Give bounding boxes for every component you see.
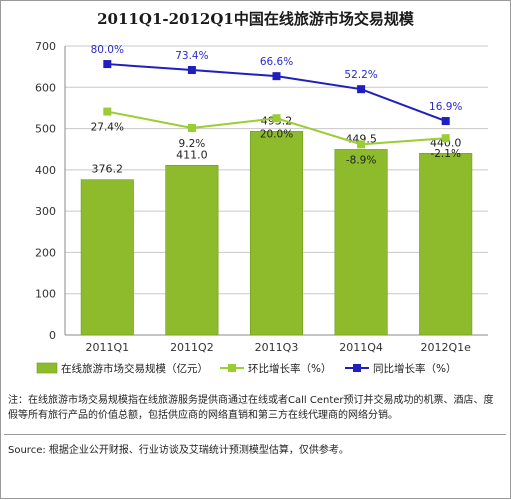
- y-tick-label: 300: [35, 205, 56, 218]
- qoq-marker: [441, 134, 450, 143]
- x-tick-label: 2011Q4: [339, 341, 383, 354]
- qoq-label: 9.2%: [179, 138, 206, 150]
- y-tick-label: 0: [49, 329, 56, 342]
- yoy-label: 66.6%: [260, 56, 293, 68]
- source-note: Source: 根据企业公开财报、行业访谈及艾瑞统计预测模型估算，仅供参考。: [8, 445, 349, 456]
- y-tick-label: 100: [35, 288, 56, 301]
- legend-label: 在线旅游市场交易规模（亿元）: [61, 362, 208, 375]
- y-tick-label: 500: [35, 123, 56, 136]
- qoq-marker: [187, 124, 196, 133]
- x-tick-label: 2011Q3: [255, 341, 299, 354]
- bar-value-label: 376.2: [92, 163, 124, 176]
- qoq-label: -8.9%: [346, 154, 376, 166]
- x-tick-label: 2011Q2: [170, 341, 214, 354]
- yoy-marker: [187, 66, 196, 75]
- y-tick-label: 600: [35, 81, 56, 94]
- yoy-marker: [441, 117, 450, 126]
- bar: [419, 153, 473, 336]
- footnote: 注：在线旅游市场交易规模指在线旅游服务提供商通过在线或者Call Center预…: [8, 395, 494, 421]
- legend-swatch-marker: [353, 364, 361, 372]
- qoq-label: -2.1%: [430, 148, 460, 160]
- y-tick-label: 200: [35, 246, 56, 259]
- yoy-label: 73.4%: [175, 50, 208, 62]
- legend-swatch-marker: [228, 364, 236, 372]
- yoy-marker: [357, 85, 366, 94]
- x-tick-label: 2011Q1: [85, 341, 129, 354]
- bar: [80, 179, 134, 336]
- qoq-marker: [272, 114, 281, 123]
- yoy-label: 80.0%: [91, 44, 124, 56]
- divider: [4, 434, 506, 435]
- qoq-label: 20.0%: [260, 128, 293, 140]
- bar: [334, 149, 388, 336]
- y-tick-label: 700: [35, 40, 56, 53]
- legend-label: 同比增长率（%）: [373, 362, 456, 375]
- x-tick-label: 2012Q1e: [420, 341, 471, 354]
- bar: [249, 131, 304, 336]
- yoy-marker: [103, 60, 112, 69]
- yoy-label: 16.9%: [429, 101, 462, 113]
- chart-title: 2011Q1-2012Q1中国在线旅游市场交易规模: [97, 10, 414, 28]
- legend-label: 环比增长率（%）: [248, 362, 331, 375]
- qoq-marker: [357, 140, 366, 149]
- yoy-marker: [272, 72, 281, 81]
- legend-swatch-bar: [36, 362, 58, 374]
- qoq-label: 27.4%: [91, 122, 124, 134]
- bar: [165, 165, 219, 336]
- combo-chart: 0100200300400500600700376.2411.0493.2449…: [35, 40, 488, 375]
- y-tick-label: 400: [35, 164, 56, 177]
- qoq-marker: [103, 107, 112, 116]
- yoy-label: 52.2%: [344, 69, 377, 81]
- bar-value-label: 411.0: [176, 148, 208, 161]
